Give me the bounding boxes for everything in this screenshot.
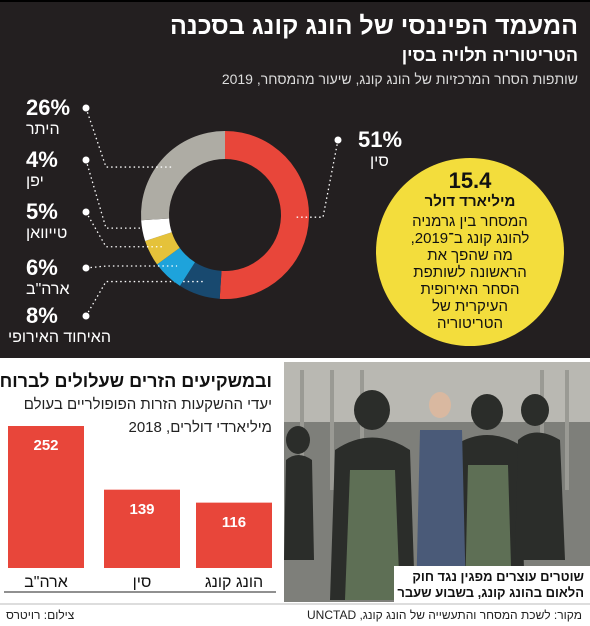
photo xyxy=(284,362,590,602)
photo-caption: הלאום בהונג קונג, בשבוע שעבר xyxy=(397,585,584,600)
value-label: 4% xyxy=(26,147,58,172)
leader-dot xyxy=(82,264,90,272)
chart-title: ובמשקיעים הזרים שעלולים לברוח xyxy=(0,371,272,391)
annotation-line: הראשונה לשותפת xyxy=(413,264,527,281)
category-label: היתר xyxy=(26,121,60,138)
value-label: 116 xyxy=(221,513,247,531)
leader-line xyxy=(85,159,157,229)
leader-dot xyxy=(82,208,90,216)
category-label: האיחוד האירופי xyxy=(8,329,111,346)
annotation-line: העיקרית של xyxy=(431,298,509,315)
donut-segment xyxy=(145,232,180,265)
annotation-line: המסחר בין גרמניה xyxy=(412,213,528,230)
x-tick-label: סין xyxy=(132,574,152,591)
leader-dot xyxy=(82,156,90,164)
chart-subtitle: שותפות הסחר המרכזיות של הונג קונג, שיעור… xyxy=(221,71,578,87)
source: מקור: לשכת המסחר והתעשייה של הונג קונג, … xyxy=(307,608,582,622)
annotation-unit: מיליארד דולר xyxy=(424,193,516,210)
top-rule xyxy=(0,0,590,2)
bar xyxy=(196,502,272,568)
annotation-circle xyxy=(376,158,564,346)
donut-segment xyxy=(179,262,222,299)
value-label: 8% xyxy=(26,303,58,328)
annotation-line: מה שהפך את xyxy=(427,247,513,264)
value-label: 252 xyxy=(33,437,59,454)
leader-dot xyxy=(82,104,90,112)
chart-subtitle: יעדי ההשקעות הזרות הפופולריים בעולם xyxy=(23,396,272,413)
value-label: 6% xyxy=(26,255,58,280)
donut-segment xyxy=(141,218,172,241)
value-label: 5% xyxy=(26,199,58,224)
leader-dot xyxy=(82,312,90,320)
leader-dot xyxy=(334,136,342,144)
leader-line xyxy=(85,280,204,317)
donut-segment xyxy=(219,131,309,299)
bar xyxy=(104,489,180,568)
value-label: 51% xyxy=(358,127,403,152)
value-label: 26% xyxy=(26,95,71,120)
category-label: טייוואן xyxy=(26,225,68,242)
main-title: המעמד הפיננסי של הונג קונג בסכנה xyxy=(170,12,578,40)
category-label: סין xyxy=(370,153,389,170)
x-tick-label: ארה"ב xyxy=(24,574,68,591)
annotation-line: להונג קונג ב־2019, xyxy=(410,230,530,247)
category-label: ארה"ב xyxy=(26,281,70,298)
leader-line xyxy=(85,211,163,248)
credit: צילום: רויטרס xyxy=(6,608,75,622)
chart-title: הטריטוריה תלויה בסין xyxy=(401,45,578,65)
annotation-line: הסחר האירופית xyxy=(420,281,520,298)
bar xyxy=(8,426,84,568)
photo-caption: שוטרים עוצרים מפגין נגד חוק xyxy=(412,569,584,584)
donut-segment xyxy=(141,131,225,221)
category-label: יפן xyxy=(26,173,44,190)
x-tick-label: הונג קונג xyxy=(204,574,264,591)
donut-segment xyxy=(157,247,195,286)
value-label: 139 xyxy=(129,500,155,518)
chart-note: מיליארדי דולרים, 2018 xyxy=(128,419,272,436)
annotation-value: 15.4 xyxy=(448,168,492,193)
annotation-line: הטריטוריה xyxy=(436,315,503,332)
